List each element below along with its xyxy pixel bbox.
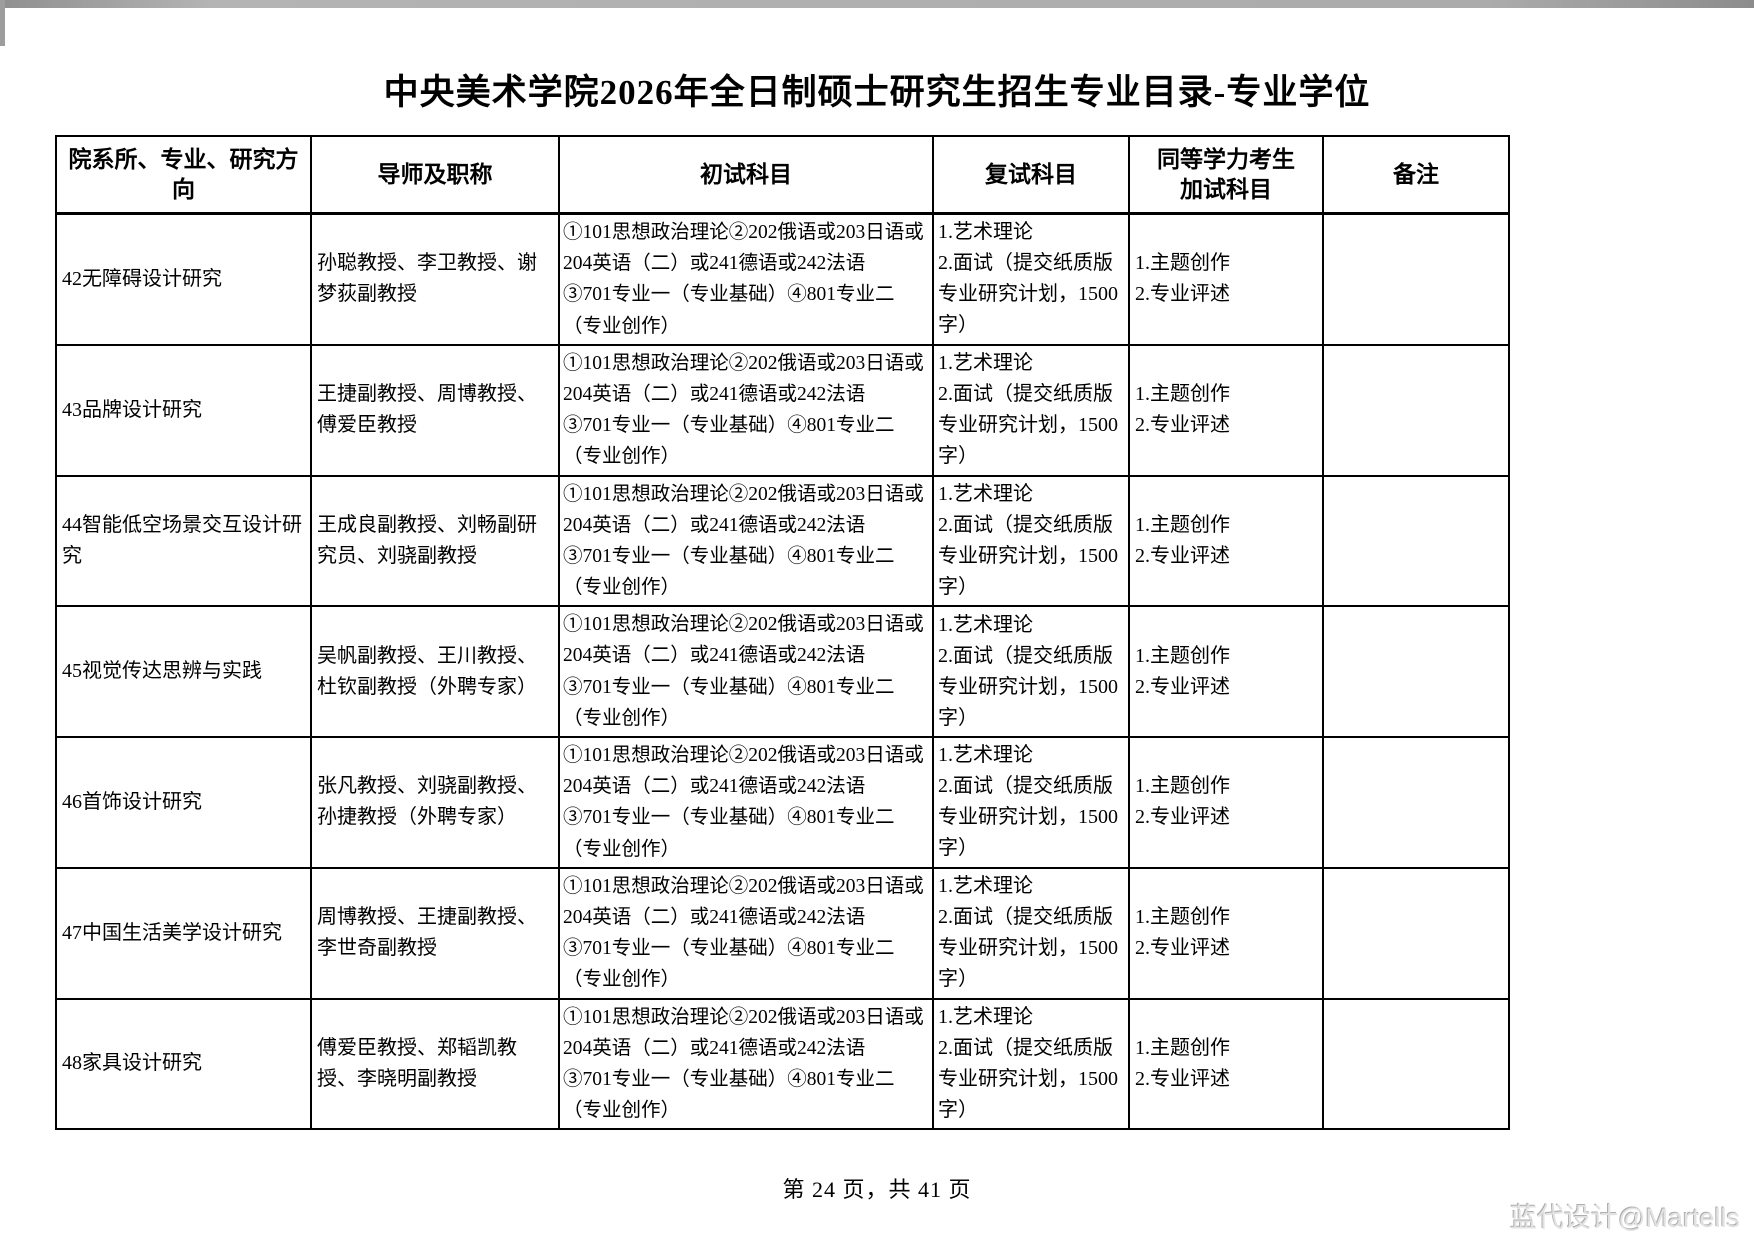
advisors-cell: 孙聪教授、李卫教授、谢梦荻副教授 <box>310 212 560 346</box>
remarks-cell <box>1322 736 1510 869</box>
remarks-cell <box>1322 212 1510 346</box>
scan-edge-top <box>0 0 1754 8</box>
page-number: 第 24 页，共 41 页 <box>782 1177 972 1202</box>
additional-exam-cell: 1.主题创作 2.专业评述 <box>1128 474 1324 608</box>
header-retest: 复试科目 <box>932 135 1130 215</box>
retest-cell: 1.艺术理论 2.面试（提交纸质版专业研究计划，1500字） <box>932 474 1130 608</box>
remarks-cell <box>1322 866 1510 1000</box>
additional-exam-cell: 1.主题创作 2.专业评述 <box>1128 997 1324 1131</box>
direction-cell: 44智能低空场景交互设计研究 <box>55 474 312 608</box>
initial-exam-cell: ①101思想政治理论②202俄语或203日语或204英语（二）或241德语或24… <box>558 474 934 608</box>
header-initial-exam: 初试科目 <box>558 135 934 215</box>
direction-cell: 43品牌设计研究 <box>55 343 312 477</box>
retest-cell: 1.艺术理论 2.面试（提交纸质版专业研究计划，1500字） <box>932 605 1130 738</box>
direction-cell: 48家具设计研究 <box>55 997 312 1131</box>
document-title: 中央美术学院2026年全日制硕士研究生招生专业目录-专业学位 <box>383 73 1371 112</box>
advisors-cell: 王成良副教授、刘畅副研究员、刘骁副教授 <box>310 474 560 608</box>
additional-exam-cell: 1.主题创作 2.专业评述 <box>1128 866 1324 1000</box>
initial-exam-cell: ①101思想政治理论②202俄语或203日语或204英语（二）或241德语或24… <box>558 212 934 346</box>
admissions-catalog-table: 院系所、专业、研究方 向 导师及职称 初试科目 复试科目 同等学力考生 加试科目… <box>55 135 1510 1131</box>
header-advisors: 导师及职称 <box>310 135 560 215</box>
initial-exam-cell: ①101思想政治理论②202俄语或203日语或204英语（二）或241德语或24… <box>558 866 934 1000</box>
additional-exam-cell: 1.主题创作 2.专业评述 <box>1128 605 1324 738</box>
table-row: 44智能低空场景交互设计研究 王成良副教授、刘畅副研究员、刘骁副教授 ①101思… <box>55 474 1510 608</box>
additional-exam-cell: 1.主题创作 2.专业评述 <box>1128 736 1324 869</box>
retest-cell: 1.艺术理论 2.面试（提交纸质版专业研究计划，1500字） <box>932 212 1130 346</box>
retest-cell: 1.艺术理论 2.面试（提交纸质版专业研究计划，1500字） <box>932 997 1130 1131</box>
direction-cell: 46首饰设计研究 <box>55 736 312 869</box>
initial-exam-cell: ①101思想政治理论②202俄语或203日语或204英语（二）或241德语或24… <box>558 736 934 869</box>
initial-exam-cell: ①101思想政治理论②202俄语或203日语或204英语（二）或241德语或24… <box>558 997 934 1131</box>
advisors-cell: 吴帆副教授、王川教授、杜钦副教授（外聘专家） <box>310 605 560 738</box>
watermark: 蓝代设计@Martells <box>1510 1203 1740 1233</box>
direction-cell: 42无障碍设计研究 <box>55 212 312 346</box>
additional-exam-cell: 1.主题创作 2.专业评述 <box>1128 212 1324 346</box>
table-row: 47中国生活美学设计研究 周博教授、王捷副教授、李世奇副教授 ①101思想政治理… <box>55 866 1510 1000</box>
table-row: 45视觉传达思辨与实践 吴帆副教授、王川教授、杜钦副教授（外聘专家） ①101思… <box>55 605 1510 738</box>
retest-cell: 1.艺术理论 2.面试（提交纸质版专业研究计划，1500字） <box>932 866 1130 1000</box>
advisors-cell: 张凡教授、刘骁副教授、孙捷教授（外聘专家） <box>310 736 560 869</box>
advisors-cell: 王捷副教授、周博教授、傅爱臣教授 <box>310 343 560 477</box>
scan-edge-left <box>0 0 5 46</box>
table-row: 46首饰设计研究 张凡教授、刘骁副教授、孙捷教授（外聘专家） ①101思想政治理… <box>55 736 1510 869</box>
direction-cell: 47中国生活美学设计研究 <box>55 866 312 1000</box>
table-row: 43品牌设计研究 王捷副教授、周博教授、傅爱臣教授 ①101思想政治理论②202… <box>55 343 1510 477</box>
table-header-row: 院系所、专业、研究方 向 导师及职称 初试科目 复试科目 同等学力考生 加试科目… <box>55 135 1510 215</box>
header-remarks: 备注 <box>1322 135 1510 215</box>
table-row: 48家具设计研究 傅爱臣教授、郑韬凯教授、李晓明副教授 ①101思想政治理论②2… <box>55 997 1510 1131</box>
retest-cell: 1.艺术理论 2.面试（提交纸质版专业研究计划，1500字） <box>932 343 1130 477</box>
additional-exam-cell: 1.主题创作 2.专业评述 <box>1128 343 1324 477</box>
advisors-cell: 傅爱臣教授、郑韬凯教授、李晓明副教授 <box>310 997 560 1131</box>
table-row: 42无障碍设计研究 孙聪教授、李卫教授、谢梦荻副教授 ①101思想政治理论②20… <box>55 212 1510 346</box>
remarks-cell <box>1322 343 1510 477</box>
retest-cell: 1.艺术理论 2.面试（提交纸质版专业研究计划，1500字） <box>932 736 1130 869</box>
remarks-cell <box>1322 474 1510 608</box>
header-department-major-direction: 院系所、专业、研究方 向 <box>55 135 312 215</box>
remarks-cell <box>1322 997 1510 1131</box>
initial-exam-cell: ①101思想政治理论②202俄语或203日语或204英语（二）或241德语或24… <box>558 605 934 738</box>
initial-exam-cell: ①101思想政治理论②202俄语或203日语或204英语（二）或241德语或24… <box>558 343 934 477</box>
advisors-cell: 周博教授、王捷副教授、李世奇副教授 <box>310 866 560 1000</box>
header-additional-exam: 同等学力考生 加试科目 <box>1128 135 1324 215</box>
direction-cell: 45视觉传达思辨与实践 <box>55 605 312 738</box>
remarks-cell <box>1322 605 1510 738</box>
